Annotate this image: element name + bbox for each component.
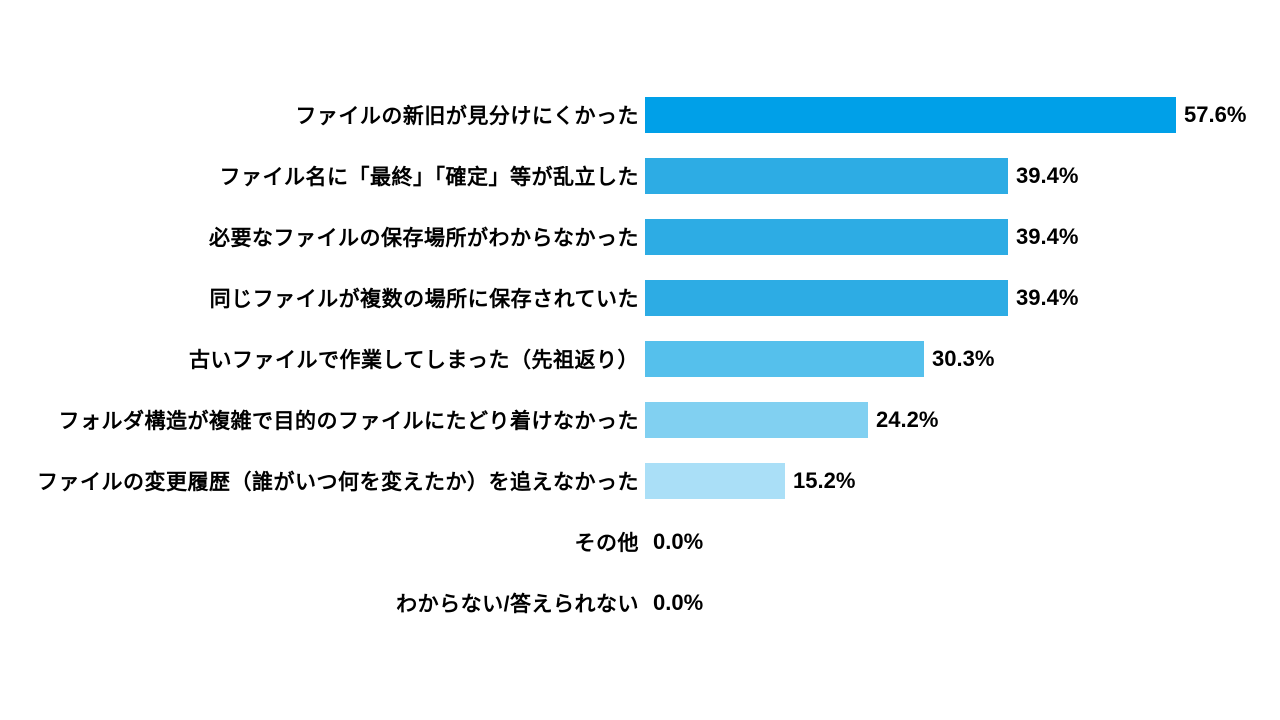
value-label: 0.0% (653, 529, 704, 554)
value-label: 30.3% (932, 346, 995, 371)
bar-area: 39.4% (645, 158, 1280, 194)
bar-area: 0.0% (645, 524, 1280, 560)
bar-area: 39.4% (645, 280, 1280, 316)
bar-row: その他 0.0% (0, 524, 1280, 560)
bar (645, 97, 1176, 133)
value-label: 0.0% (653, 590, 704, 615)
category-label: わからない/答えられない (396, 593, 639, 616)
category-label: その他 (574, 532, 639, 555)
bar (645, 280, 1008, 316)
bar-area: 24.2% (645, 402, 1280, 438)
bar (645, 463, 785, 499)
category-label: 古いファイルで作業してしまった（先祖返り） (188, 349, 639, 372)
bar-area: 30.3% (645, 341, 1280, 377)
value-label: 39.4% (1016, 285, 1079, 310)
category-label: 同じファイルが複数の場所に保存されていた (209, 288, 639, 311)
category-label: 必要なファイルの保存場所がわからなかった (209, 227, 639, 250)
bar-area: 0.0% (645, 585, 1280, 621)
bar (645, 341, 924, 377)
value-label: 24.2% (876, 407, 939, 432)
bar-area: 39.4% (645, 219, 1280, 255)
bar-area: 57.6% (645, 97, 1280, 133)
bar-row: 同じファイルが複数の場所に保存されていた 39.4% (0, 280, 1280, 316)
category-label: ファイルの変更履歴（誰がいつ何を変えたか）を追えなかった (37, 471, 639, 494)
bar-row: 古いファイルで作業してしまった（先祖返り） 30.3% (0, 341, 1280, 377)
category-label: ファイルの新旧が見分けにくかった (295, 105, 639, 128)
bar-row: フォルダ構造が複雑で目的のファイルにたどり着けなかった 24.2% (0, 402, 1280, 438)
value-label: 57.6% (1184, 102, 1247, 127)
value-label: 39.4% (1016, 163, 1079, 188)
category-label: ファイル名に「最終」「確定」等が乱立した (219, 166, 639, 189)
bar-row: わからない/答えられない 0.0% (0, 585, 1280, 621)
bar (645, 402, 868, 438)
bar-row: ファイルの変更履歴（誰がいつ何を変えたか）を追えなかった 15.2% (0, 463, 1280, 499)
bar-area: 15.2% (645, 463, 1280, 499)
bar-row: ファイルの新旧が見分けにくかった 57.6% (0, 97, 1280, 133)
value-label: 15.2% (793, 468, 856, 493)
bar-row: 必要なファイルの保存場所がわからなかった 39.4% (0, 219, 1280, 255)
category-label: フォルダ構造が複雑で目的のファイルにたどり着けなかった (58, 410, 639, 433)
bar (645, 158, 1008, 194)
bar (645, 219, 1008, 255)
value-label: 39.4% (1016, 224, 1079, 249)
bar-row: ファイル名に「最終」「確定」等が乱立した 39.4% (0, 158, 1280, 194)
